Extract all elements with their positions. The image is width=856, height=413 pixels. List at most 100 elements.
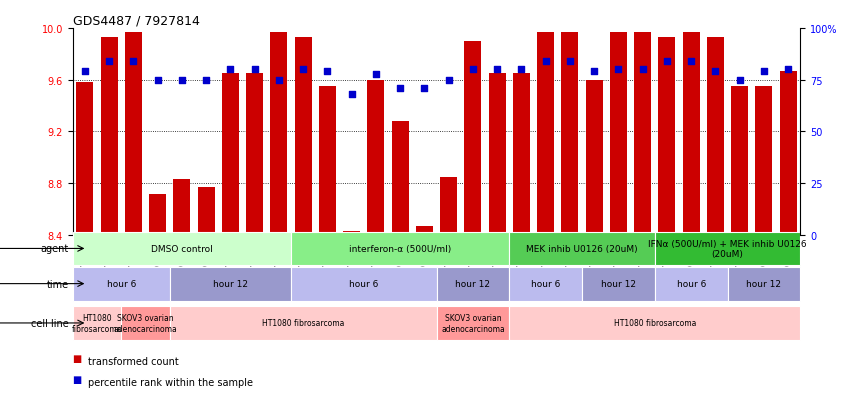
Text: hour 6: hour 6 bbox=[676, 280, 706, 288]
Text: hour 12: hour 12 bbox=[746, 280, 782, 288]
Bar bbox=[367, 81, 384, 235]
Bar bbox=[440, 177, 457, 235]
Point bbox=[369, 71, 383, 78]
Bar bbox=[489, 74, 506, 235]
Point bbox=[418, 85, 431, 92]
Bar bbox=[610, 33, 627, 235]
Bar bbox=[780, 71, 797, 235]
Point bbox=[393, 85, 407, 92]
Point bbox=[127, 59, 140, 65]
Bar bbox=[392, 122, 408, 235]
Bar bbox=[76, 83, 93, 235]
Text: hour 12: hour 12 bbox=[455, 280, 490, 288]
Text: HT1080 fibrosarcoma: HT1080 fibrosarcoma bbox=[614, 319, 696, 328]
Bar bbox=[270, 33, 288, 235]
Point bbox=[490, 67, 504, 74]
Text: hour 6: hour 6 bbox=[531, 280, 561, 288]
Bar bbox=[562, 33, 579, 235]
Bar bbox=[149, 194, 166, 235]
Point bbox=[151, 77, 164, 84]
Bar bbox=[437, 306, 509, 340]
Point bbox=[78, 69, 92, 76]
Point bbox=[782, 67, 795, 74]
Bar bbox=[582, 267, 655, 301]
Point bbox=[223, 67, 237, 74]
Bar bbox=[169, 267, 291, 301]
Bar bbox=[756, 87, 772, 235]
Text: HT1080
fibrosarcoma: HT1080 fibrosarcoma bbox=[72, 313, 122, 333]
Text: hour 12: hour 12 bbox=[601, 280, 636, 288]
Point bbox=[514, 67, 528, 74]
Text: IFNα (500U/ml) + MEK inhib U0126
(20uM): IFNα (500U/ml) + MEK inhib U0126 (20uM) bbox=[648, 239, 807, 259]
Text: interferon-α (500U/ml): interferon-α (500U/ml) bbox=[349, 244, 451, 253]
Point bbox=[757, 69, 770, 76]
Bar bbox=[731, 87, 748, 235]
Point bbox=[175, 77, 188, 84]
Bar bbox=[247, 74, 263, 235]
Bar bbox=[122, 306, 169, 340]
Bar bbox=[73, 267, 169, 301]
Bar bbox=[125, 33, 142, 235]
Point bbox=[709, 69, 722, 76]
Bar bbox=[707, 38, 724, 235]
Bar bbox=[294, 38, 312, 235]
Bar bbox=[509, 267, 582, 301]
Point bbox=[247, 67, 261, 74]
Text: ■: ■ bbox=[73, 374, 85, 384]
Point bbox=[611, 67, 625, 74]
Bar bbox=[73, 232, 291, 266]
Bar bbox=[174, 180, 190, 235]
Point bbox=[636, 67, 650, 74]
Point bbox=[296, 67, 310, 74]
Point bbox=[272, 77, 286, 84]
Point bbox=[660, 59, 674, 65]
Bar bbox=[513, 74, 530, 235]
Text: agent: agent bbox=[40, 244, 68, 254]
Text: GDS4487 / 7927814: GDS4487 / 7927814 bbox=[73, 15, 199, 28]
Text: hour 6: hour 6 bbox=[349, 280, 378, 288]
Bar bbox=[416, 226, 433, 235]
Bar bbox=[586, 81, 603, 235]
Bar bbox=[169, 306, 437, 340]
Bar bbox=[655, 267, 728, 301]
Text: hour 6: hour 6 bbox=[107, 280, 136, 288]
Point bbox=[684, 59, 698, 65]
Text: time: time bbox=[46, 279, 68, 289]
Bar bbox=[101, 38, 117, 235]
Point bbox=[345, 92, 359, 98]
Bar bbox=[465, 42, 481, 235]
Bar bbox=[437, 267, 509, 301]
Text: cell line: cell line bbox=[31, 318, 68, 328]
Point bbox=[442, 77, 455, 84]
Point bbox=[199, 77, 213, 84]
Text: ■: ■ bbox=[73, 354, 85, 363]
Bar bbox=[509, 306, 800, 340]
Bar bbox=[343, 232, 360, 235]
Point bbox=[466, 67, 479, 74]
Text: SKOV3 ovarian
adenocarcinoma: SKOV3 ovarian adenocarcinoma bbox=[441, 313, 505, 333]
Text: SKOV3 ovarian
adenocarcinoma: SKOV3 ovarian adenocarcinoma bbox=[114, 313, 177, 333]
Bar bbox=[291, 267, 437, 301]
Bar bbox=[683, 33, 699, 235]
Bar bbox=[655, 232, 800, 266]
Bar bbox=[728, 267, 800, 301]
Point bbox=[563, 59, 577, 65]
Text: percentile rank within the sample: percentile rank within the sample bbox=[88, 377, 253, 387]
Bar bbox=[319, 87, 336, 235]
Bar bbox=[634, 33, 651, 235]
Point bbox=[587, 69, 601, 76]
Point bbox=[320, 69, 334, 76]
Bar bbox=[538, 33, 554, 235]
Point bbox=[733, 77, 746, 84]
Bar bbox=[509, 232, 655, 266]
Point bbox=[103, 59, 116, 65]
Text: MEK inhib U0126 (20uM): MEK inhib U0126 (20uM) bbox=[526, 244, 638, 253]
Bar bbox=[291, 232, 509, 266]
Bar bbox=[73, 306, 122, 340]
Text: HT1080 fibrosarcoma: HT1080 fibrosarcoma bbox=[262, 319, 344, 328]
Bar bbox=[222, 74, 239, 235]
Point bbox=[538, 59, 552, 65]
Text: hour 12: hour 12 bbox=[213, 280, 248, 288]
Bar bbox=[658, 38, 675, 235]
Text: DMSO control: DMSO control bbox=[151, 244, 213, 253]
